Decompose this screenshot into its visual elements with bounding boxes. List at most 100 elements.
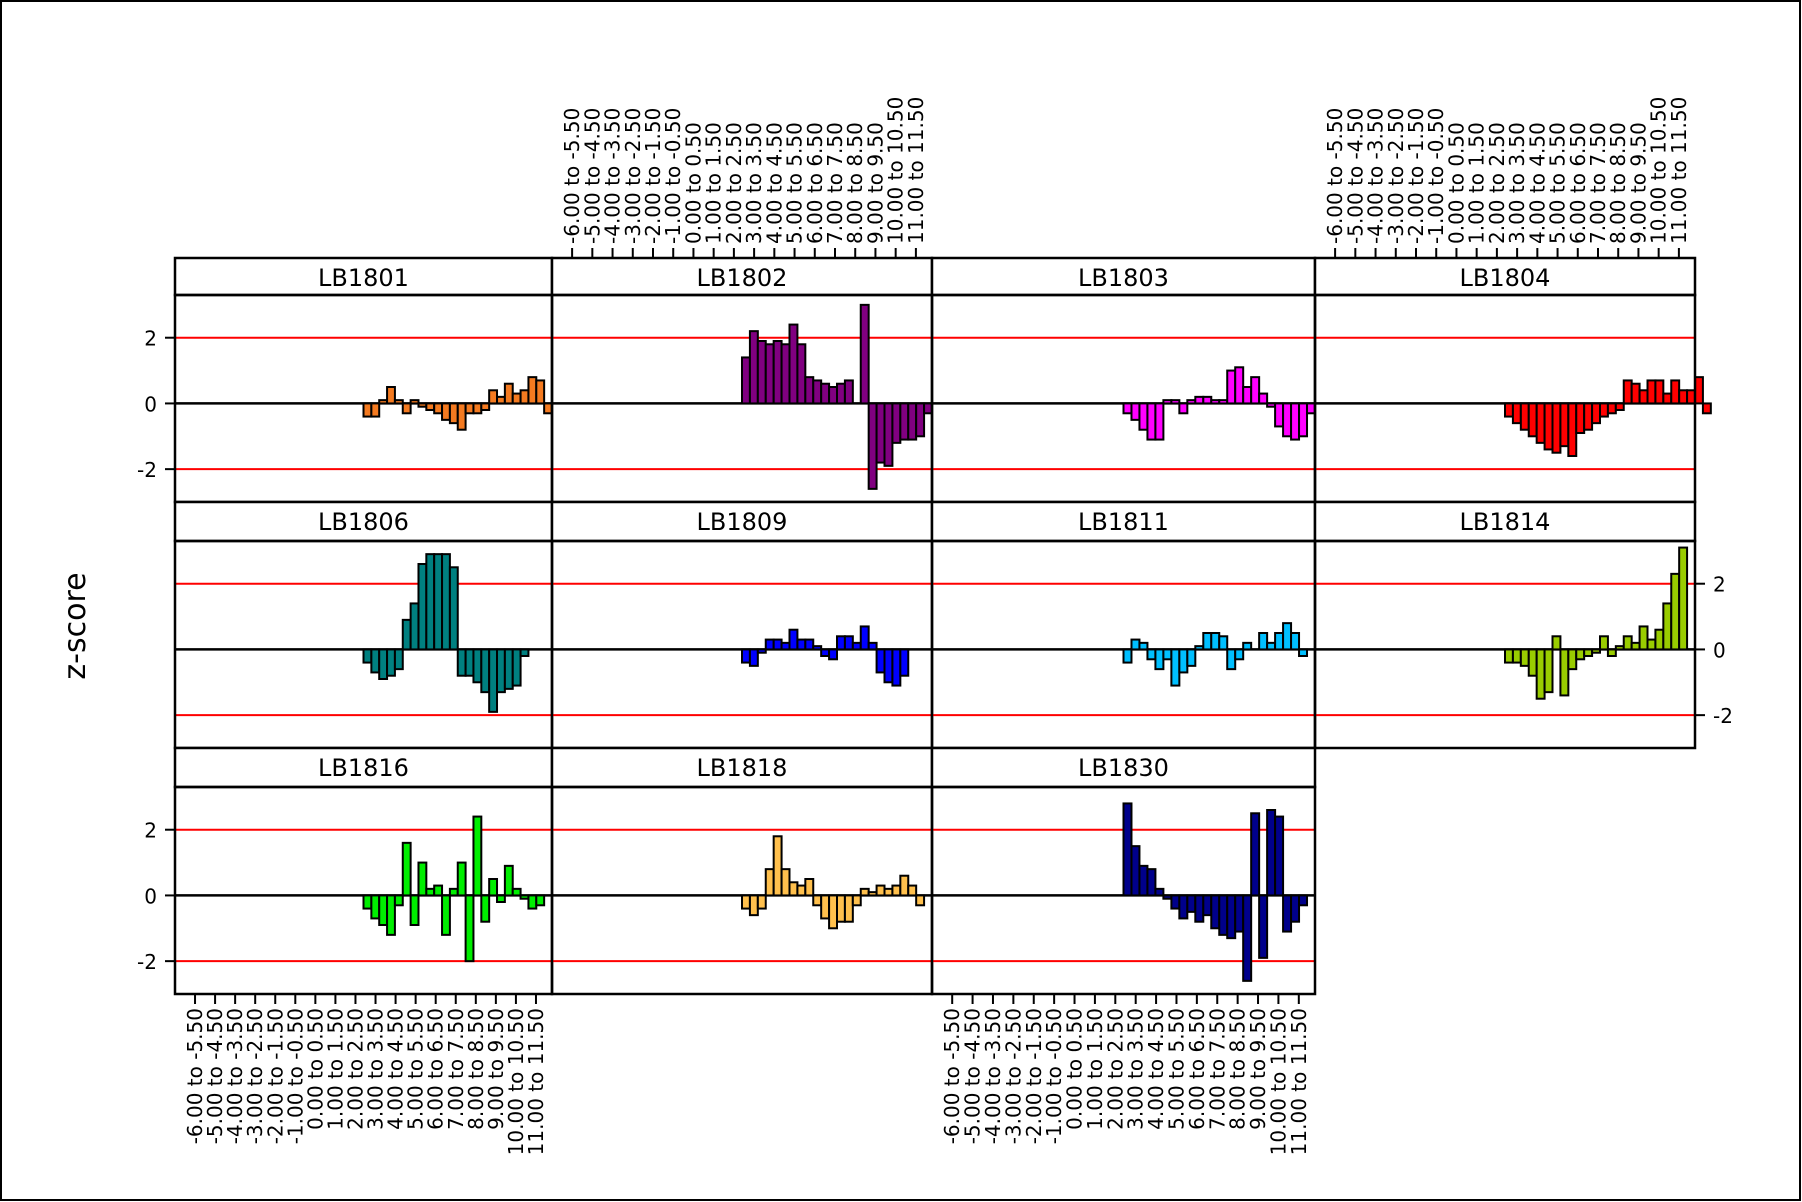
bar-lb1809-34 [820,648,831,658]
bar-lb1806-38 [472,648,483,684]
bar-lb1811-35 [1210,632,1221,651]
x-tick-label-bottom-col1-0: -6.00 to -5.50 [183,1008,207,1144]
panel-title-lb1804: LB1804 [1460,264,1551,292]
bar-lb1814-40 [1630,641,1641,651]
x-tick-label-bottom-col3-9: 3.00 to 3.50 [1124,1008,1148,1130]
bar-lb1811-29 [1162,648,1173,661]
x-tick-label-bottom-col1-7: 1.00 to 1.50 [323,1008,347,1130]
bar-lb1804-39 [1622,379,1633,405]
bar-lb1811-36 [1218,635,1229,651]
bar-lb1809-33 [812,645,823,651]
bar-lb1804-37 [1606,402,1617,415]
bar-lb1814-45 [1670,572,1681,651]
bar-lb1804-49 [1701,402,1712,415]
bar-lb1804-43 [1654,379,1665,405]
bar-lb1801-24 [362,402,373,418]
bar-lb1801-38 [472,402,483,415]
bar-lb1814-42 [1646,638,1657,651]
bar-lb1811-46 [1298,648,1309,658]
bar-lb1809-29 [780,641,791,651]
bar-lb1801-45 [527,376,538,405]
x-tick-label-top-col2-5: -1.00 to -0.50 [661,108,685,244]
bar-lb1802-42 [883,402,894,467]
x-tick-label-bottom-col1-3: -3.00 to -2.50 [243,1008,267,1144]
bar-lb1818-24 [741,894,751,910]
bar-lb1806-41 [496,648,506,694]
bar-lb1830-35 [1210,894,1221,930]
x-tick-label-bottom-col3-4: -2.00 to -1.50 [1022,1008,1046,1144]
bar-lb1811-32 [1186,648,1197,667]
panel-frame-lb1818 [550,785,934,996]
x-tick-label-bottom-col1-9: 3.00 to 3.50 [364,1008,388,1130]
bar-lb1802-46 [915,402,926,438]
x-tick-label-bottom-col1-17: 11.00 to 11.50 [524,1008,548,1155]
x-tick-label-bottom-col1-10: 4.00 to 4.50 [384,1008,408,1130]
x-tick-label-bottom-col3-11: 5.00 to 5.50 [1164,1008,1188,1130]
bar-lb1814-43 [1654,628,1665,651]
x-tick-label-top-col4-8: 2.00 to 2.50 [1485,122,1509,244]
bar-lb1818-32 [804,878,815,897]
bar-lb1816-41 [496,894,506,904]
panel-strip-lb1814 [1313,500,1697,543]
bar-lb1811-42 [1266,641,1277,651]
bar-lb1803-37 [1226,369,1237,405]
bar-lb1816-32 [425,887,436,897]
bar-lb1803-43 [1274,402,1285,428]
x-tick-label-bottom-col1-5: -1.00 to -0.50 [283,1008,307,1144]
bar-lb1830-46 [1298,894,1309,907]
bar-lb1803-33 [1194,395,1205,405]
panel-title-lb1802: LB1802 [697,264,788,292]
bar-lb1809-40 [867,641,878,651]
bar-lb1806-30 [409,602,420,651]
bar-lb1809-31 [796,638,807,651]
bar-lb1801-32 [425,402,436,411]
bar-lb1804-31 [1559,402,1570,448]
bar-lb1816-33 [433,884,444,897]
bar-lb1814-31 [1559,648,1570,697]
x-tick-label-bottom-col1-14: 8.00 to 8.50 [464,1008,488,1130]
x-tick-label-bottom-col1-16: 10.00 to 10.50 [504,1008,528,1155]
bar-lb1806-34 [441,553,451,651]
bar-lb1830-31 [1178,894,1189,920]
bar-lb1806-31 [417,563,428,651]
bar-lb1816-30 [409,894,420,927]
x-tick-label-top-col2-3: -3.00 to -2.50 [621,108,645,244]
bar-lb1803-40 [1250,376,1261,405]
panel-title-lb1809: LB1809 [697,508,788,536]
bar-lb1806-26 [378,648,389,681]
panel-title-lb1816: LB1816 [318,754,409,782]
bar-lb1814-38 [1614,645,1625,651]
bar-lb1804-41 [1638,389,1649,405]
bar-lb1804-32 [1567,402,1578,457]
bar-lb1802-36 [836,382,846,405]
panel-title-lb1801: LB1801 [318,264,409,292]
bar-lb1804-30 [1551,402,1562,454]
y-axis-label: z-score [58,572,93,679]
bar-lb1802-35 [828,386,838,405]
bar-lb1803-44 [1282,402,1293,438]
bar-lb1803-28 [1154,402,1165,441]
x-tick-label-top-col4-9: 3.00 to 3.50 [1505,122,1529,244]
bar-lb1802-29 [780,343,791,405]
x-tick-label-top-col2-13: 7.00 to 7.50 [823,122,847,244]
x-tick-label-bottom-col1-11: 5.00 to 5.50 [404,1008,428,1130]
panel-strip-lb1806 [173,500,554,543]
bar-lb1818-41 [875,884,886,897]
panel-title-lb1811: LB1811 [1078,508,1169,536]
bar-lb1818-35 [828,894,838,930]
bar-lb1803-25 [1130,402,1141,421]
bar-lb1830-39 [1242,894,1253,982]
bar-lb1816-43 [511,887,522,897]
y-tick-label-left-2-0: 2 [144,819,157,843]
bar-lb1814-30 [1551,635,1562,651]
bar-lb1801-37 [464,402,475,415]
y-tick-label-right-1-0: 2 [1713,573,1726,597]
bar-lb1814-44 [1662,602,1673,651]
bar-lb1806-29 [401,618,412,651]
bar-lb1818-29 [780,868,791,897]
panel-frame-lb1814 [1313,539,1697,750]
bar-lb1830-42 [1266,809,1277,897]
bar-lb1803-41 [1258,392,1269,405]
